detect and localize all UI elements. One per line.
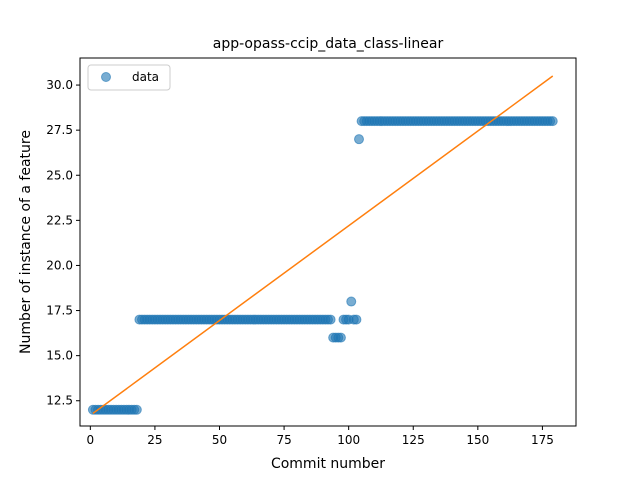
y-tick-label: 30.0 <box>46 78 73 92</box>
data-point <box>354 134 364 145</box>
x-axis: 0 25 50 75 100 125 150 175 <box>87 426 554 447</box>
data-point <box>547 116 558 127</box>
x-tick-label: 75 <box>276 433 291 447</box>
y-tick-label: 22.5 <box>46 213 73 227</box>
x-tick-label: 50 <box>212 433 227 447</box>
x-tick-label: 0 <box>87 433 95 447</box>
y-axis: 12.5 15.0 17.5 20.0 22.5 25.0 27.5 30.0 <box>46 78 80 408</box>
x-axis-label: Commit number <box>271 456 385 472</box>
x-tick-label: 150 <box>466 433 489 447</box>
data-point <box>351 314 362 325</box>
trend-line <box>92 75 554 414</box>
legend-box <box>87 64 171 91</box>
x-tick-label: 175 <box>531 433 554 447</box>
data-point <box>325 314 336 325</box>
data-point <box>346 296 357 307</box>
plot-frame <box>79 57 577 427</box>
data-point <box>131 404 142 415</box>
y-tick-label: 15.0 <box>46 349 73 363</box>
x-tick-label: 100 <box>337 433 360 447</box>
x-tick-label: 125 <box>402 433 425 447</box>
chart-title: app-opass-ccip_data_class-linear <box>213 36 444 52</box>
plot-marks <box>87 75 558 415</box>
y-tick-label: 25.0 <box>46 168 73 182</box>
legend-label-data: data <box>132 70 159 84</box>
y-tick-label: 12.5 <box>46 394 73 408</box>
y-axis-label: Number of instance of a feature <box>18 130 34 354</box>
y-tick-label: 20.0 <box>46 258 73 272</box>
x-tick-label: 25 <box>147 433 162 447</box>
data-point <box>335 332 346 343</box>
legend: data <box>87 64 171 91</box>
y-tick-label: 27.5 <box>46 123 73 137</box>
y-tick-label: 17.5 <box>46 304 73 318</box>
legend-marker-data <box>101 72 111 82</box>
